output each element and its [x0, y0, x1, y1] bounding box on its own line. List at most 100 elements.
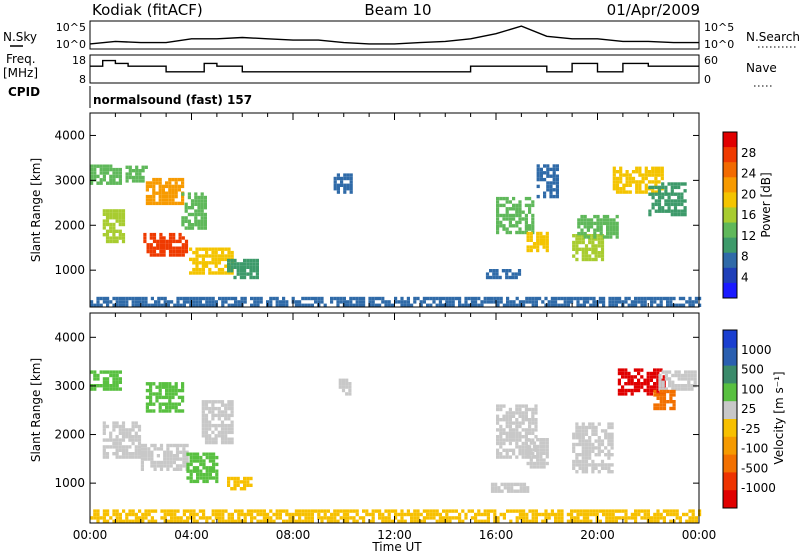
- velocity-cell: [204, 437, 209, 441]
- power-cell: [102, 300, 106, 304]
- power-cell: [99, 178, 103, 182]
- power-cell: [638, 173, 642, 177]
- velocity-cell: [189, 512, 193, 517]
- velocity-cell: [128, 509, 132, 513]
- power-cell: [161, 198, 165, 202]
- velocity-cell: [512, 428, 516, 432]
- power-cell: [554, 303, 558, 307]
- velocity-cell: [518, 452, 522, 456]
- velocity-cell: [653, 393, 657, 397]
- power-cell: [555, 194, 559, 199]
- power-cell: [250, 296, 254, 301]
- power-colorbar-swatch: [723, 222, 737, 239]
- velocity-cell: [224, 440, 228, 445]
- velocity-cell: [496, 441, 500, 446]
- velocity-cell: [671, 384, 675, 388]
- velocity-cell: [584, 446, 589, 450]
- velocity-cell: [505, 414, 509, 418]
- velocity-cell: [581, 466, 585, 470]
- power-cell: [673, 185, 678, 190]
- power-cell: [181, 216, 185, 220]
- velocity-cell: [581, 449, 585, 453]
- velocity-cell: [539, 461, 543, 466]
- power-cell: [146, 246, 150, 250]
- velocity-cell: [594, 453, 598, 457]
- power-cell: [250, 303, 254, 307]
- power-cell: [112, 303, 116, 307]
- velocity-cell: [371, 519, 375, 523]
- velocity-cell: [496, 428, 500, 432]
- velocity-cell: [227, 403, 231, 407]
- power-cell: [211, 254, 215, 258]
- power-cell: [109, 212, 113, 216]
- velocity-cell: [518, 424, 522, 429]
- power-cell: [112, 209, 116, 213]
- power-cell: [294, 303, 298, 307]
- power-cell: [518, 303, 522, 307]
- power-cell: [178, 246, 182, 250]
- power-cell: [546, 171, 550, 175]
- power-cell: [152, 232, 157, 237]
- power-cell: [536, 245, 540, 249]
- velocity-cell: [112, 519, 116, 523]
- power-cell: [638, 170, 642, 174]
- power-cell: [615, 187, 620, 191]
- power-cell: [187, 219, 191, 223]
- velocity-cell: [674, 387, 678, 391]
- power-cell: [96, 181, 100, 185]
- power-cell: [378, 303, 382, 307]
- velocity-cell: [591, 466, 595, 470]
- power-cell: [531, 200, 535, 204]
- power-cell: [109, 181, 113, 185]
- power-cell: [599, 231, 603, 236]
- power-cell: [518, 207, 522, 211]
- power-cell: [217, 267, 221, 272]
- power-cell: [651, 173, 655, 177]
- power-cell: [651, 190, 655, 194]
- power-cell: [182, 300, 186, 304]
- velocity-cell: [669, 396, 673, 400]
- velocity-cell: [518, 509, 522, 513]
- velocity-cell: [250, 509, 254, 513]
- power-cell: [349, 173, 353, 177]
- power-cell: [102, 212, 106, 216]
- velocity-cell: [646, 516, 650, 520]
- power-cell: [599, 225, 603, 229]
- power-ytick-label: 2000: [54, 218, 85, 232]
- power-cell: [555, 164, 559, 168]
- power-cell: [93, 167, 97, 172]
- power-cell: [694, 300, 698, 304]
- power-cell: [112, 226, 116, 230]
- velocity-cell: [220, 434, 225, 438]
- power-cell: [698, 296, 702, 301]
- power-cell: [105, 222, 110, 227]
- power-cell: [539, 231, 543, 236]
- velocity-cell: [221, 519, 225, 523]
- velocity-cell: [658, 373, 662, 378]
- power-colorbar-tick-label: 16: [741, 208, 756, 222]
- power-cell: [609, 231, 613, 236]
- velocity-cell: [168, 409, 172, 413]
- velocity-cell: [112, 384, 116, 388]
- power-cell: [187, 212, 191, 217]
- velocity-cell: [584, 466, 589, 470]
- power-cell: [657, 189, 662, 193]
- velocity-cell: [490, 486, 495, 490]
- power-cell: [172, 232, 176, 237]
- velocity-cell: [662, 378, 666, 382]
- velocity-cell: [196, 459, 200, 463]
- velocity-cell: [250, 512, 254, 517]
- power-cell: [538, 296, 542, 301]
- velocity-cell: [131, 452, 135, 456]
- power-cell: [174, 177, 178, 182]
- velocity-cell: [105, 452, 110, 456]
- power-cell: [549, 188, 553, 192]
- velocity-cell: [121, 452, 126, 456]
- velocity-cell: [201, 410, 205, 414]
- velocity-cell: [158, 395, 162, 400]
- power-cell: [172, 239, 176, 244]
- velocity-cell: [531, 438, 535, 442]
- power-cell: [211, 271, 215, 275]
- power-cell: [343, 176, 347, 181]
- velocity-cell: [147, 450, 151, 454]
